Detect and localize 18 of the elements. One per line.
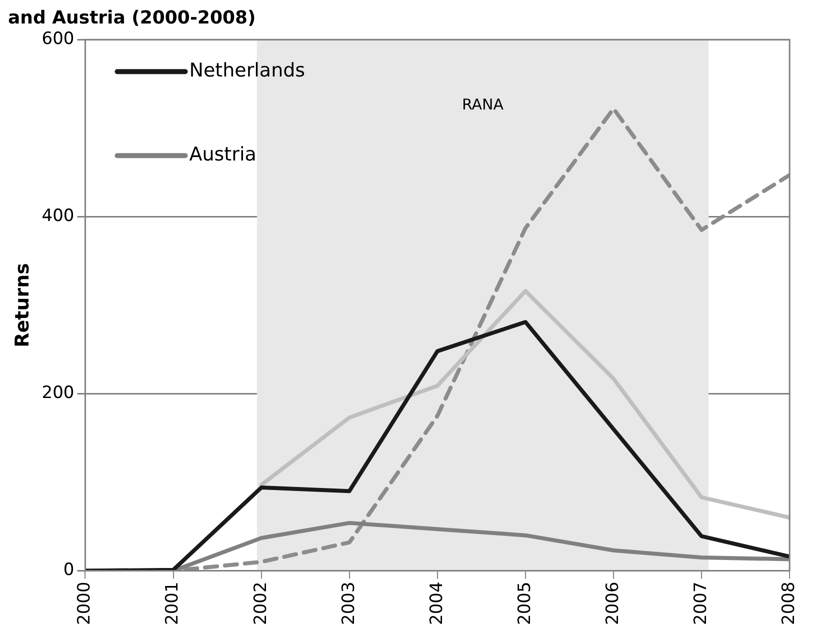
- x-tick-label: 2004: [426, 582, 447, 625]
- legend-label: Netherlands: [189, 60, 306, 82]
- x-tick-label: 2007: [690, 582, 711, 625]
- y-tick-label: 200: [42, 383, 74, 404]
- x-tick-label: 2003: [338, 582, 359, 625]
- y-tick-label: 600: [42, 29, 74, 50]
- x-tick-label: 2001: [162, 582, 183, 625]
- x-tick-label: 2005: [514, 582, 535, 625]
- x-tick-label: 2002: [250, 582, 271, 625]
- x-tick-label: 2008: [779, 582, 800, 625]
- band-label: RANA: [462, 96, 504, 114]
- y-tick-label: 0: [63, 560, 74, 580]
- x-tick-label: 2006: [602, 582, 623, 625]
- x-tick-label: 2000: [74, 582, 95, 625]
- y-tick-label: 400: [42, 206, 74, 226]
- legend-label: Austria: [189, 144, 256, 166]
- chart-title: and Austria (2000-2008): [8, 7, 256, 28]
- y-axis-title: Returns: [11, 262, 34, 348]
